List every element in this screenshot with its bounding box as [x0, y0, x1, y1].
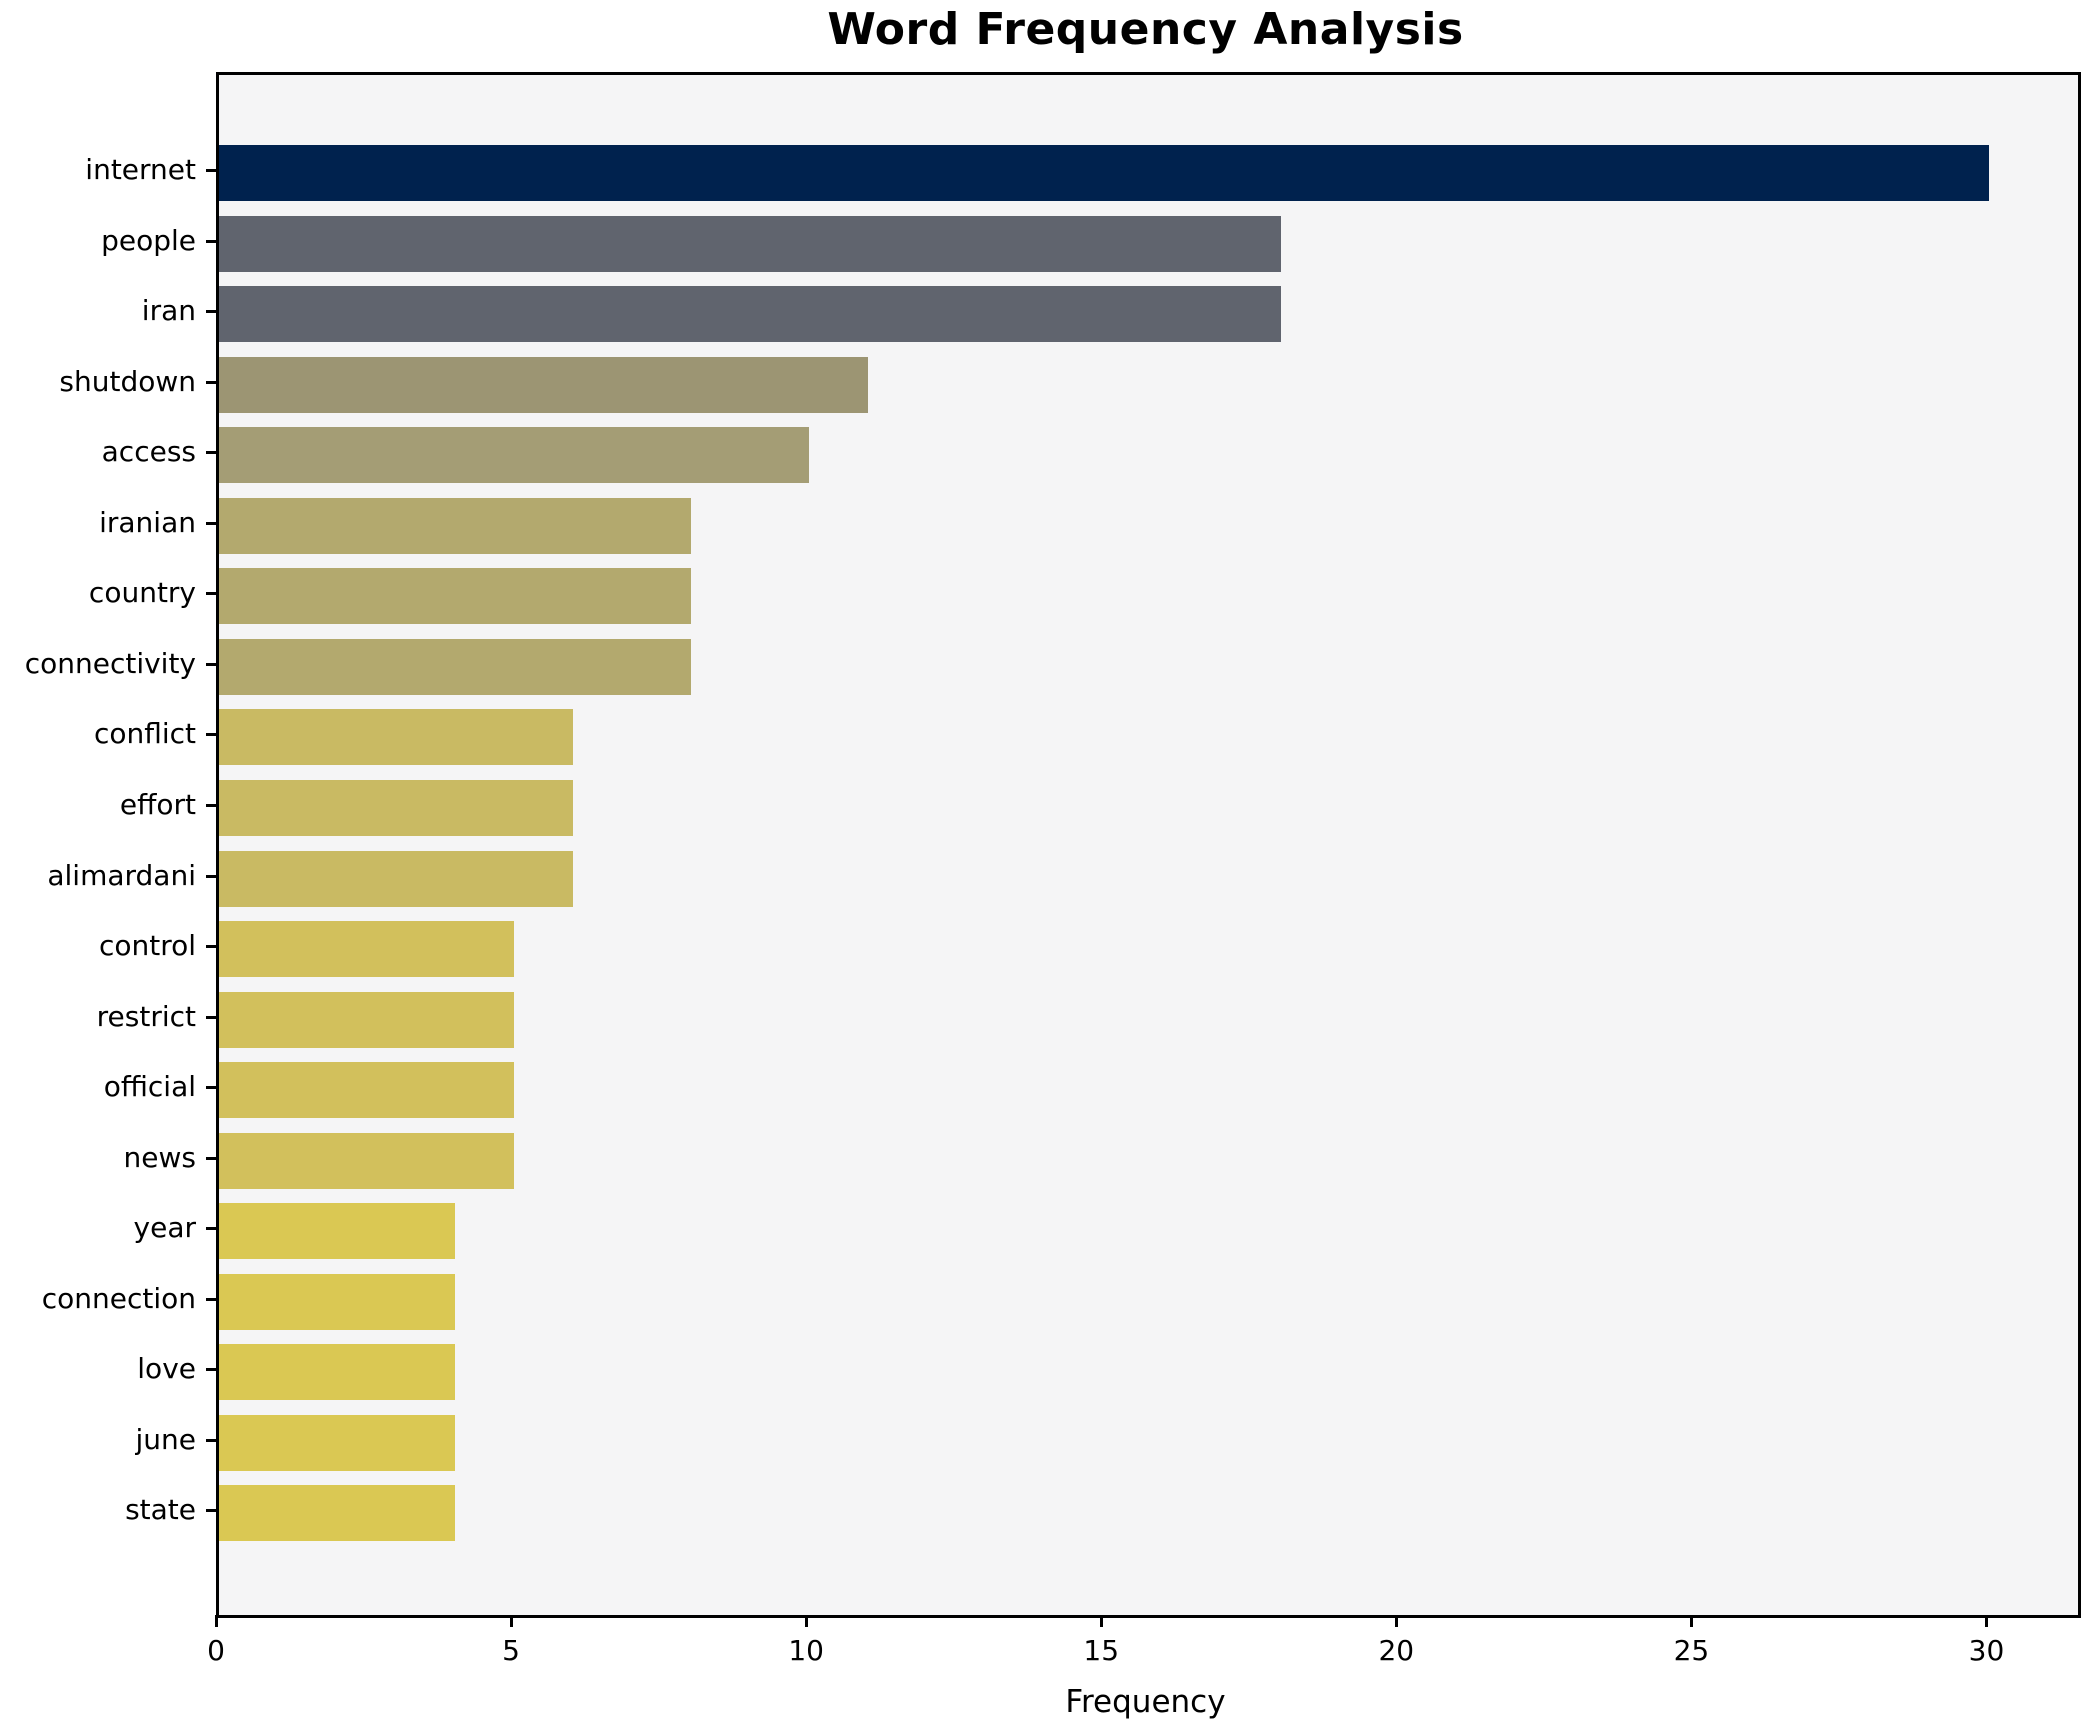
- y-axis-label-internet: internet: [85, 153, 196, 186]
- y-tick-effort: [206, 803, 216, 807]
- y-axis-label-june: june: [135, 1422, 197, 1456]
- y-tick-iran: [206, 310, 216, 314]
- y-tick-control: [206, 945, 216, 949]
- bar-country: [219, 568, 692, 625]
- x-tick-15: [1099, 1615, 1103, 1627]
- y-tick-conflict: [206, 733, 216, 737]
- y-axis-label-official: official: [103, 1070, 196, 1104]
- x-tick-10: [804, 1615, 808, 1627]
- y-tick-official: [206, 1086, 216, 1090]
- y-axis-label-effort: effort: [119, 787, 196, 821]
- y-tick-connection: [206, 1297, 216, 1301]
- bar-news: [219, 1132, 515, 1189]
- bar-year: [219, 1203, 456, 1260]
- y-axis-label-connection: connection: [41, 1281, 196, 1315]
- x-tick-label-30: 30: [1968, 1634, 2005, 1667]
- bar-connection: [219, 1273, 456, 1330]
- y-tick-country: [206, 592, 216, 596]
- y-axis-label-year: year: [133, 1211, 196, 1245]
- x-tick-5: [509, 1615, 513, 1627]
- y-tick-year: [206, 1227, 216, 1231]
- y-tick-shutdown: [206, 380, 216, 384]
- bar-people: [219, 215, 1282, 272]
- y-axis-label-control: control: [98, 929, 196, 963]
- y-tick-access: [206, 451, 216, 455]
- y-tick-restrict: [206, 1015, 216, 1019]
- x-tick-label-15: 15: [1083, 1634, 1120, 1667]
- y-tick-state: [206, 1509, 216, 1513]
- y-axis-label-conflict: conflict: [93, 717, 196, 751]
- bar-control: [219, 921, 515, 978]
- bar-state: [219, 1485, 456, 1542]
- y-tick-connectivity: [206, 662, 216, 666]
- y-axis-label-country: country: [88, 576, 196, 610]
- bar-love: [219, 1344, 456, 1401]
- plot-area: [216, 72, 2081, 1618]
- bar-official: [219, 1062, 515, 1119]
- bar-iran: [219, 286, 1282, 343]
- y-axis-label-alimardani: alimardani: [47, 858, 196, 892]
- y-axis-label-news: news: [123, 1140, 196, 1174]
- y-axis-label-access: access: [101, 435, 196, 469]
- bar-restrict: [219, 991, 515, 1048]
- bar-internet: [219, 145, 1990, 201]
- bar-connectivity: [219, 638, 692, 695]
- y-tick-internet: [206, 169, 216, 172]
- y-axis-label-connectivity: connectivity: [24, 646, 196, 680]
- x-tick-label-10: 10: [788, 1634, 824, 1667]
- bar-alimardani: [219, 850, 574, 907]
- y-axis-label-people: people: [101, 223, 196, 257]
- y-tick-alimardani: [206, 874, 216, 878]
- x-tick-20: [1394, 1615, 1398, 1627]
- y-tick-iranian: [206, 521, 216, 525]
- y-tick-people: [206, 239, 216, 243]
- x-tick-0: [214, 1615, 218, 1627]
- y-tick-news: [206, 1156, 216, 1160]
- bar-iranian: [219, 497, 692, 554]
- y-axis-label-love: love: [137, 1352, 196, 1386]
- y-tick-love: [206, 1368, 216, 1372]
- y-axis-label-restrict: restrict: [96, 999, 196, 1033]
- bar-effort: [219, 779, 574, 836]
- y-tick-june: [206, 1438, 216, 1442]
- chart-title: Word Frequency Analysis: [827, 4, 1464, 55]
- bar-shutdown: [219, 356, 869, 413]
- y-axis-label-iran: iran: [141, 294, 196, 328]
- bar-june: [219, 1414, 456, 1471]
- x-tick-25: [1689, 1615, 1693, 1627]
- bar-access: [219, 427, 810, 484]
- x-axis-title: Frequency: [1065, 1684, 1226, 1720]
- x-tick-label-0: 0: [207, 1634, 225, 1667]
- x-tick-label-5: 5: [502, 1634, 520, 1667]
- x-tick-label-20: 20: [1378, 1634, 1415, 1667]
- x-tick-30: [1984, 1615, 1988, 1627]
- x-tick-label-25: 25: [1673, 1634, 1710, 1667]
- y-axis-label-iranian: iranian: [99, 505, 196, 539]
- y-axis-label-shutdown: shutdown: [59, 364, 196, 398]
- bar-conflict: [219, 709, 574, 766]
- y-axis-label-state: state: [125, 1493, 196, 1527]
